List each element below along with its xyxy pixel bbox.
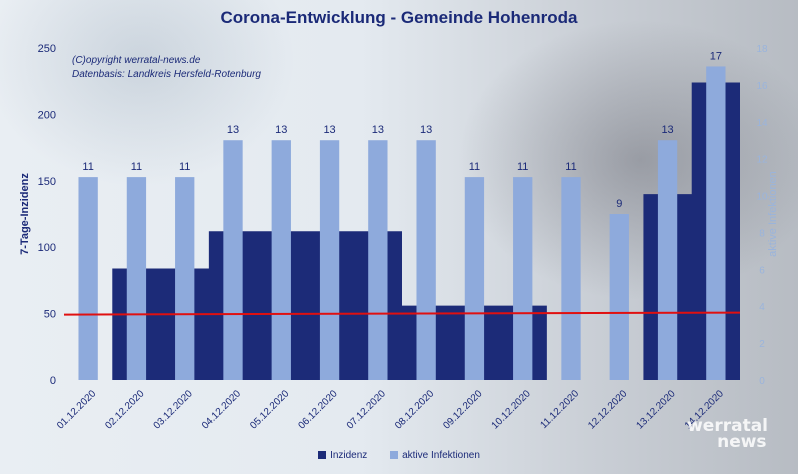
- data-source-note: Datenbasis: Landkreis Hersfeld-Rotenburg: [72, 69, 261, 80]
- y-tick-label: 50: [44, 309, 56, 321]
- y-tick-label: 250: [38, 43, 56, 55]
- y2-tick-label: 12: [756, 155, 768, 166]
- bar-value-label-13: 17: [710, 50, 722, 62]
- infektionen-bar-3: [223, 140, 243, 380]
- x-tick-label-0: 01.12.2020: [55, 388, 98, 431]
- x-tick-label-8: 09.12.2020: [441, 388, 484, 431]
- bar-value-label-10: 11: [565, 161, 576, 173]
- y2-tick-label: 0: [759, 376, 765, 387]
- infektionen-bar-7: [416, 140, 436, 380]
- y2-axis-label: aktive Infektionen: [767, 171, 779, 257]
- infektionen-bar-10: [561, 177, 581, 380]
- x-tick-label-5: 06.12.2020: [297, 388, 340, 431]
- y-tick-label: 150: [38, 176, 56, 188]
- bar-value-label-7: 13: [420, 124, 432, 136]
- infektionen-bar-12: [657, 140, 678, 380]
- brand-logo: werratal news: [687, 416, 768, 452]
- copyright-note: (C)opyright werratal-news.de: [72, 55, 201, 66]
- y2-tick-label: 2: [759, 339, 765, 350]
- y2-tick-label: 10: [756, 192, 768, 203]
- bar-value-label-8: 11: [469, 161, 480, 173]
- infektionen-bar-0: [78, 177, 98, 380]
- x-tick-label-1: 02.12.2020: [103, 388, 146, 431]
- y2-tick-label: 6: [759, 265, 765, 276]
- bar-value-label-1: 11: [131, 161, 142, 173]
- bar-value-label-0: 11: [82, 161, 93, 173]
- legend-item-inzidenz: Inzidenz: [318, 450, 367, 461]
- chart-title: Corona-Entwicklung - Gemeinde Hohenroda: [220, 8, 578, 27]
- infektionen-bar-4: [271, 140, 291, 380]
- bar-value-label-2: 11: [179, 161, 190, 173]
- infektionen-bar-13: [706, 66, 726, 380]
- x-tick-label-3: 04.12.2020: [200, 388, 243, 431]
- x-tick-label-9: 10.12.2020: [490, 388, 533, 431]
- y-tick-label: 100: [38, 242, 56, 254]
- x-tick-label-12: 13.12.2020: [635, 388, 678, 431]
- infektionen-bar-1: [126, 177, 147, 380]
- x-tick-label-6: 07.12.2020: [345, 388, 388, 431]
- bar-value-label-3: 13: [227, 124, 239, 136]
- y2-tick-label: 14: [756, 118, 768, 129]
- x-tick-label-7: 08.12.2020: [393, 388, 436, 431]
- x-tick-label-10: 11.12.2020: [538, 388, 581, 431]
- infektionen-bar-9: [513, 177, 533, 380]
- infektionen-bar-8: [464, 177, 485, 380]
- infektionen-bar-2: [175, 177, 195, 380]
- legend-item-aktive-infektionen: aktive Infektionen: [390, 450, 480, 461]
- y2-tick-label: 18: [756, 44, 768, 55]
- y-tick-label: 200: [38, 109, 56, 121]
- bar-value-label-12: 13: [661, 124, 673, 136]
- y2-tick-label: 4: [759, 302, 765, 313]
- infektionen-bar-6: [368, 140, 388, 380]
- x-tick-label-2: 03.12.2020: [152, 388, 195, 431]
- bar-value-label-9: 11: [517, 161, 528, 173]
- y2-tick-label: 16: [756, 81, 768, 92]
- y-tick-label: 0: [50, 375, 56, 387]
- infektionen-bar-5: [319, 140, 340, 380]
- legend: Inzidenz aktive Infektionen: [0, 450, 798, 461]
- bar-value-label-6: 13: [372, 124, 384, 136]
- y2-tick-label: 8: [759, 228, 765, 239]
- bar-value-label-4: 13: [275, 124, 287, 136]
- x-tick-label-4: 05.12.2020: [248, 388, 291, 431]
- x-tick-label-11: 12.12.2020: [586, 388, 629, 431]
- infektionen-bar-11: [609, 214, 629, 380]
- y-axis-label: 7-Tage-Inzidenz: [19, 173, 31, 255]
- bar-value-label-11: 9: [616, 198, 622, 210]
- bar-value-label-5: 13: [323, 124, 335, 136]
- threshold-line: [63, 311, 741, 316]
- inzidenz-area: [112, 82, 741, 380]
